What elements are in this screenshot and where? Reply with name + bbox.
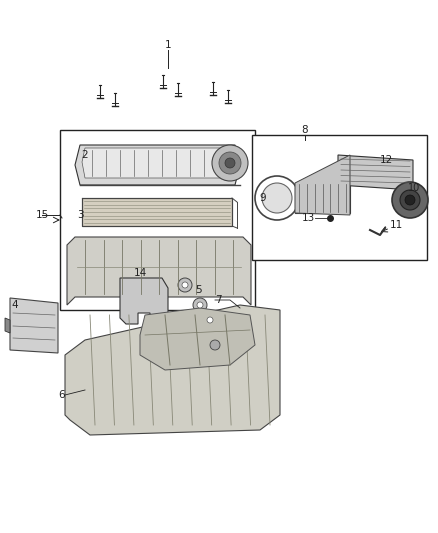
Text: 7: 7 bbox=[215, 295, 222, 305]
Polygon shape bbox=[10, 298, 58, 353]
Bar bbox=[295, 183, 350, 213]
Polygon shape bbox=[120, 278, 168, 324]
Circle shape bbox=[255, 176, 299, 220]
Circle shape bbox=[210, 340, 220, 350]
Bar bbox=[60, 130, 255, 310]
Circle shape bbox=[225, 158, 235, 168]
Text: 14: 14 bbox=[134, 268, 147, 278]
Circle shape bbox=[262, 183, 292, 213]
Circle shape bbox=[193, 298, 207, 312]
Polygon shape bbox=[75, 145, 240, 185]
Text: 15: 15 bbox=[35, 210, 49, 220]
Text: 11: 11 bbox=[390, 220, 403, 230]
Text: 12: 12 bbox=[380, 155, 393, 165]
Text: 2: 2 bbox=[82, 150, 88, 160]
Polygon shape bbox=[338, 155, 413, 190]
Circle shape bbox=[178, 278, 192, 292]
Text: 8: 8 bbox=[302, 125, 308, 135]
Circle shape bbox=[197, 302, 203, 308]
Circle shape bbox=[392, 182, 428, 218]
Text: 9: 9 bbox=[260, 193, 266, 203]
Circle shape bbox=[203, 313, 217, 327]
Polygon shape bbox=[295, 155, 350, 215]
Circle shape bbox=[207, 317, 213, 323]
Text: 6: 6 bbox=[58, 390, 65, 400]
Circle shape bbox=[212, 145, 248, 181]
Text: 3: 3 bbox=[77, 210, 83, 220]
Circle shape bbox=[182, 282, 188, 288]
Bar bbox=[252, 135, 427, 260]
Text: 1: 1 bbox=[165, 40, 171, 50]
Text: 13: 13 bbox=[302, 213, 315, 223]
Polygon shape bbox=[65, 305, 280, 435]
Polygon shape bbox=[140, 308, 255, 370]
Circle shape bbox=[405, 195, 415, 205]
Circle shape bbox=[219, 152, 241, 174]
Circle shape bbox=[400, 190, 420, 210]
Text: 10: 10 bbox=[408, 183, 420, 193]
Polygon shape bbox=[67, 237, 251, 305]
Text: 4: 4 bbox=[11, 300, 18, 310]
Polygon shape bbox=[5, 318, 10, 333]
Bar bbox=[82, 198, 232, 226]
Text: 5: 5 bbox=[195, 285, 201, 295]
Polygon shape bbox=[82, 148, 234, 178]
